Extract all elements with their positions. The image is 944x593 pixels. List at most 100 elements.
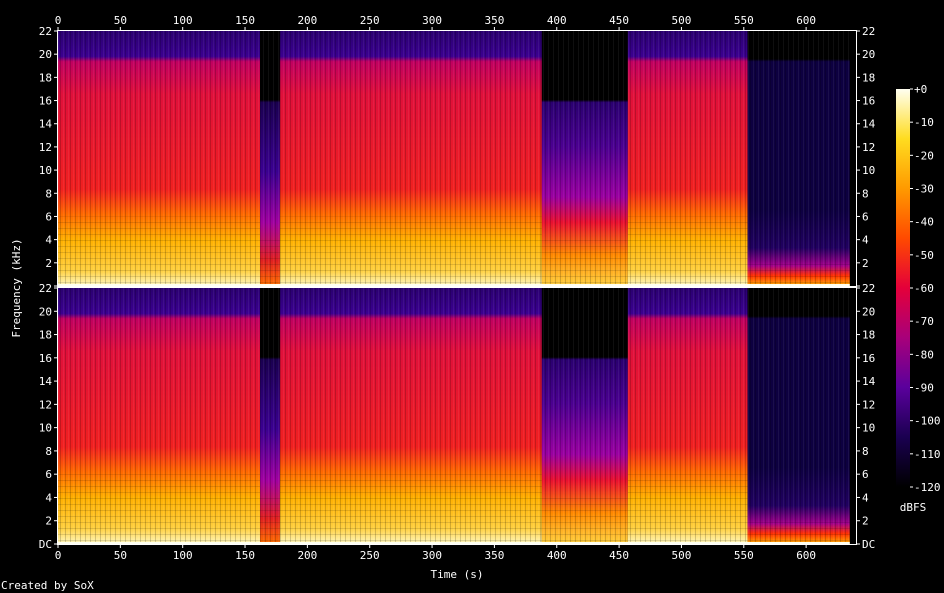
- y-tick-label-left: 2: [45, 515, 52, 528]
- x-tick-label-bottom: 550: [734, 549, 754, 562]
- y-tick-label-right: 2: [862, 257, 869, 270]
- segment-3-harmonics: [279, 474, 542, 544]
- x-tick-label-top: 600: [796, 14, 816, 27]
- x-axis-label: Time (s): [431, 568, 484, 581]
- y-tick-label-right: 10: [862, 422, 875, 435]
- segment-2-harmonics: [259, 239, 280, 286]
- x-tick-label-top: 200: [297, 14, 317, 27]
- segment-5-harmonics: [627, 216, 748, 286]
- y-axis-label: Frequency (kHz): [10, 238, 23, 337]
- y-tick-label-left: 12: [39, 141, 52, 154]
- colorbar-tick-label: -90: [914, 382, 934, 395]
- y-tick-label-right: 2: [862, 515, 869, 528]
- segment-4-harmonics: [541, 239, 628, 286]
- x-tick-label-top: 250: [360, 14, 380, 27]
- colorbar-tick-label: -30: [914, 183, 934, 196]
- panel-frame: [57, 30, 857, 287]
- x-tick-label-bottom: 100: [173, 549, 193, 562]
- segment-2-harmonics: [259, 497, 280, 544]
- x-tick-label-top: 0: [55, 14, 62, 27]
- x-tick-label-top: 100: [173, 14, 193, 27]
- x-tick-label-bottom: 400: [547, 549, 567, 562]
- x-tick-label-top: 50: [114, 14, 127, 27]
- y-tick-label-left: 4: [45, 491, 52, 504]
- segment-4-harmonics: [541, 497, 628, 544]
- y-tick-label-right: 22: [862, 25, 875, 38]
- y-tick-label-left: DC: [39, 538, 52, 551]
- dc-line: [58, 542, 850, 544]
- segment-3-harmonics: [279, 216, 542, 286]
- segment-5-harmonics: [627, 474, 748, 544]
- x-tick-label-bottom: 200: [297, 549, 317, 562]
- x-tick-label-top: 150: [235, 14, 255, 27]
- x-tick-label-bottom: 150: [235, 549, 255, 562]
- segment-6-harmonics: [747, 262, 850, 286]
- y-tick-label-left: 10: [39, 422, 52, 435]
- y-tick-label-right: 18: [862, 71, 875, 84]
- colorbar-tick-label: -20: [914, 149, 934, 162]
- channel-2-panel: [58, 288, 856, 544]
- x-tick-label-top: 500: [672, 14, 692, 27]
- y-tick-label-right: 4: [862, 491, 869, 504]
- y-tick-label-right: 8: [862, 445, 869, 458]
- x-tick-label-bottom: 450: [609, 549, 629, 562]
- segment-6-texture: [747, 31, 850, 286]
- y-tick-label-left: 20: [39, 48, 52, 61]
- y-tick-label-right: 20: [862, 305, 875, 318]
- x-tick-label-top: 400: [547, 14, 567, 27]
- x-tick-label-bottom: 250: [360, 549, 380, 562]
- y-tick-label-left: 22: [39, 282, 52, 295]
- y-tick-label-right: 20: [862, 48, 875, 61]
- x-tick-label-bottom: 600: [796, 549, 816, 562]
- y-tick-label-left: 20: [39, 305, 52, 318]
- channel-1-panel: [58, 31, 856, 286]
- y-tick-label-right: 12: [862, 141, 875, 154]
- y-tick-label-right: DC: [862, 538, 875, 551]
- y-tick-label-left: 8: [45, 445, 52, 458]
- y-tick-label-right: 10: [862, 164, 875, 177]
- y-tick-label-left: 18: [39, 329, 52, 342]
- colorbar-tick-label: -100: [914, 415, 941, 428]
- colorbar-tick-label: -110: [914, 448, 941, 461]
- y-tick-label-left: 14: [39, 118, 53, 131]
- x-tick-label-bottom: 300: [422, 549, 442, 562]
- colorbar-tick-label: -80: [914, 348, 934, 361]
- y-tick-label-left: 4: [45, 234, 52, 247]
- colorbar-tick-label: -120: [914, 481, 941, 494]
- y-tick-label-left: 6: [45, 210, 52, 223]
- y-tick-label-left: 6: [45, 468, 52, 481]
- colorbar-scale: [896, 89, 910, 487]
- y-tick-label-left: 16: [39, 352, 52, 365]
- y-tick-label-right: 12: [862, 398, 875, 411]
- y-tick-label-right: 6: [862, 210, 869, 223]
- dc-line: [58, 284, 850, 286]
- x-tick-label-top: 300: [422, 14, 442, 27]
- colorbar-tick-label: -70: [914, 315, 934, 328]
- y-tick-label-left: 2: [45, 257, 52, 270]
- x-tick-label-top: 450: [609, 14, 629, 27]
- colorbar-tick-label: -60: [914, 282, 934, 295]
- created-by-credit: Created by SoX: [1, 579, 94, 592]
- segment-6-texture: [747, 288, 850, 544]
- x-tick-label-bottom: 50: [114, 549, 127, 562]
- colorbar-tick-label: -10: [914, 116, 934, 129]
- segment-2-texture: [259, 288, 280, 544]
- x-tick-label-bottom: 350: [484, 549, 504, 562]
- x-tick-label-top: 350: [484, 14, 504, 27]
- y-tick-label-left: 16: [39, 95, 52, 108]
- y-tick-label-right: 16: [862, 352, 875, 365]
- y-tick-label-right: 16: [862, 95, 875, 108]
- colorbar: +0 -10 -20 -30 -40 -50 -60 -70 -80 -90 -100 -110 -12…: [896, 83, 941, 494]
- y-tick-label-left: 12: [39, 398, 52, 411]
- segment-6-harmonics: [747, 520, 850, 544]
- y-tick-label-right: 6: [862, 468, 869, 481]
- y-tick-label-left: 10: [39, 164, 52, 177]
- segment-2-texture: [259, 31, 280, 286]
- y-tick-label-left: 22: [39, 25, 52, 38]
- y-tick-label-right: 4: [862, 234, 869, 247]
- segment-1-harmonics: [58, 474, 260, 544]
- y-tick-label-right: 14: [862, 375, 876, 388]
- y-tick-label-right: 22: [862, 282, 875, 295]
- colorbar-tick-label: -40: [914, 216, 934, 229]
